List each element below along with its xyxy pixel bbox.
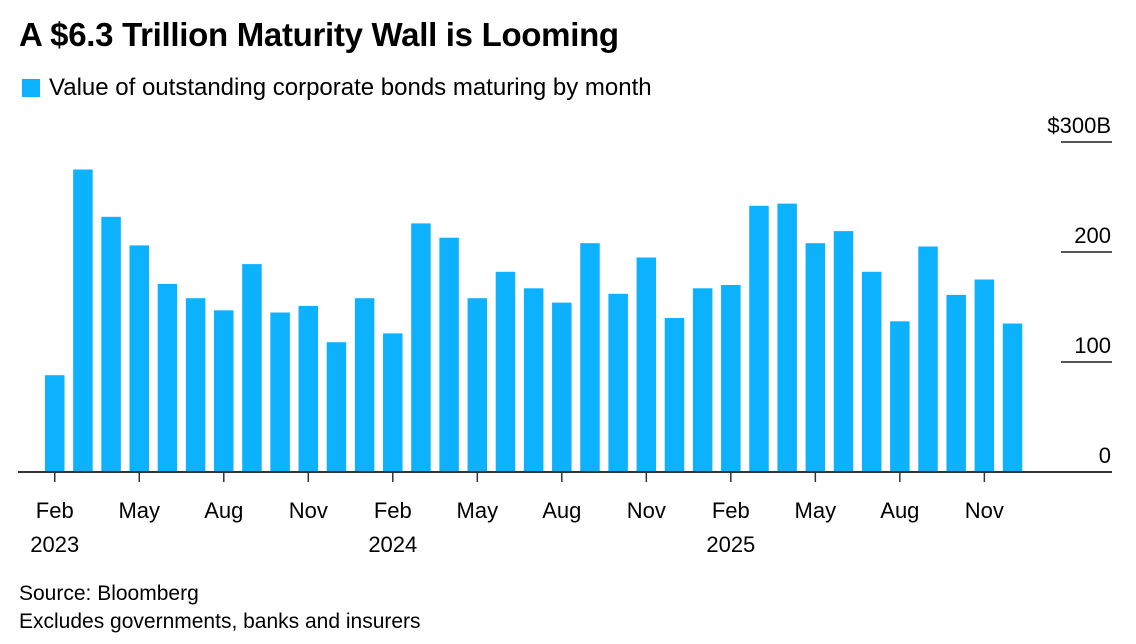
bar-aug-2024 [552,302,572,472]
bar-oct-2023 [270,312,290,472]
legend: Value of outstanding corporate bonds mat… [22,74,652,102]
source-note: Source: Bloomberg [19,582,199,605]
x-tick-label-may: May [457,498,499,523]
bar-sep-2025 [918,246,938,472]
footer-notes: Source: Bloomberg Excludes governments, … [19,580,421,636]
bar-feb-2025 [721,285,741,472]
bar-aug-2023 [214,310,234,472]
bar-mar-2024 [411,223,431,472]
bar-jul-2023 [185,298,206,472]
y-tick-label-200: 200 [1074,223,1111,248]
bar-dec-2024 [664,318,685,472]
bars-group [45,169,1023,473]
bar-jan-2025 [692,288,713,472]
x-tick-label-aug: Aug [204,498,243,523]
bar-may-2024 [467,298,488,472]
x-tick-label-may: May [795,498,837,523]
bar-feb-2024 [383,333,403,472]
bar-sep-2023 [242,264,262,472]
bar-oct-2025 [946,294,966,472]
x-tick-label-aug: Aug [542,498,581,523]
bar-mar-2025 [749,205,769,473]
x-tick-label-feb: Feb [374,498,412,523]
legend-swatch [22,79,40,97]
bar-mar-2023 [73,169,93,472]
bar-jul-2024 [523,288,544,472]
y-tick-label-100: 100 [1074,333,1111,358]
y-axis: 0 100 200 $300B [1047,113,1112,468]
chart-title: A $6.3 Trillion Maturity Wall is Looming [19,16,619,53]
y-tick-label-0: 0 [1099,443,1111,468]
bar-apr-2025 [777,203,797,472]
bar-apr-2024 [439,237,459,472]
bar-sep-2024 [580,243,600,472]
x-tick-label-feb: Feb [36,498,74,523]
x-axis: Feb 2023 May Aug Nov Feb 2024 May Aug Nov Feb 2025 M… [18,471,1112,557]
x-tick-year-2024: 2024 [368,532,417,557]
x-tick-label-may: May [118,498,160,523]
bar-nov-2025 [974,279,995,472]
x-tick-label-nov: Nov [627,498,666,523]
bar-may-2023 [129,245,150,472]
x-tick-year-2023: 2023 [30,532,79,557]
x-tick-label-nov: Nov [965,498,1004,523]
bar-jun-2023 [157,283,178,472]
bar-may-2025 [805,243,826,472]
bar-jul-2025 [861,271,882,472]
x-tick-label-nov: Nov [289,498,328,523]
x-tick-year-2025: 2025 [706,532,755,557]
bar-dec-2025 [1002,323,1023,472]
bar-jan-2024 [354,298,375,472]
y-tick-label-300: $300B [1047,113,1111,138]
x-tick-label-feb: Feb [712,498,750,523]
bar-dec-2023 [326,342,347,472]
bar-chart: 0 100 200 $300B Feb 2023 May Aug Nov Feb 2024 May A… [18,113,1112,557]
bar-jun-2024 [495,271,516,472]
exclusion-note: Excludes governments, banks and insurers [19,610,421,633]
x-tick-label-aug: Aug [880,498,919,523]
bar-oct-2024 [608,293,628,472]
bar-feb-2023 [45,375,65,472]
legend-label: Value of outstanding corporate bonds mat… [49,74,652,101]
bar-nov-2024 [636,257,657,472]
bar-aug-2025 [890,321,910,472]
bar-apr-2023 [101,216,121,472]
bar-nov-2023 [298,305,319,472]
bar-jun-2025 [833,231,854,472]
